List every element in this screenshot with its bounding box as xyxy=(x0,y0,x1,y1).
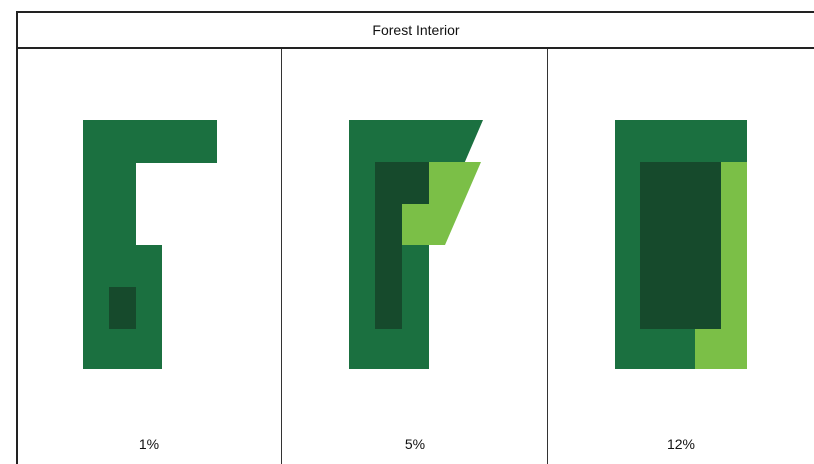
panel-1-label: 1% xyxy=(138,436,160,452)
edge-area-2 xyxy=(402,162,481,245)
panel-3-label: 12% xyxy=(666,436,696,452)
panel-divider-1 xyxy=(281,49,282,464)
left-border xyxy=(16,49,18,464)
edge-area-3 xyxy=(695,162,747,369)
interior-area-1 xyxy=(109,287,136,329)
forest-patch-1 xyxy=(83,120,217,369)
diagram-title: Forest Interior xyxy=(16,11,814,49)
panel-divider-2 xyxy=(547,49,548,464)
interior-area-2 xyxy=(375,162,429,329)
panel-2-shape xyxy=(349,120,483,369)
interior-area-3 xyxy=(640,162,721,329)
panel-2-label: 5% xyxy=(404,436,426,452)
panel-3-shape xyxy=(615,120,747,369)
panel-1-shape xyxy=(83,120,217,369)
